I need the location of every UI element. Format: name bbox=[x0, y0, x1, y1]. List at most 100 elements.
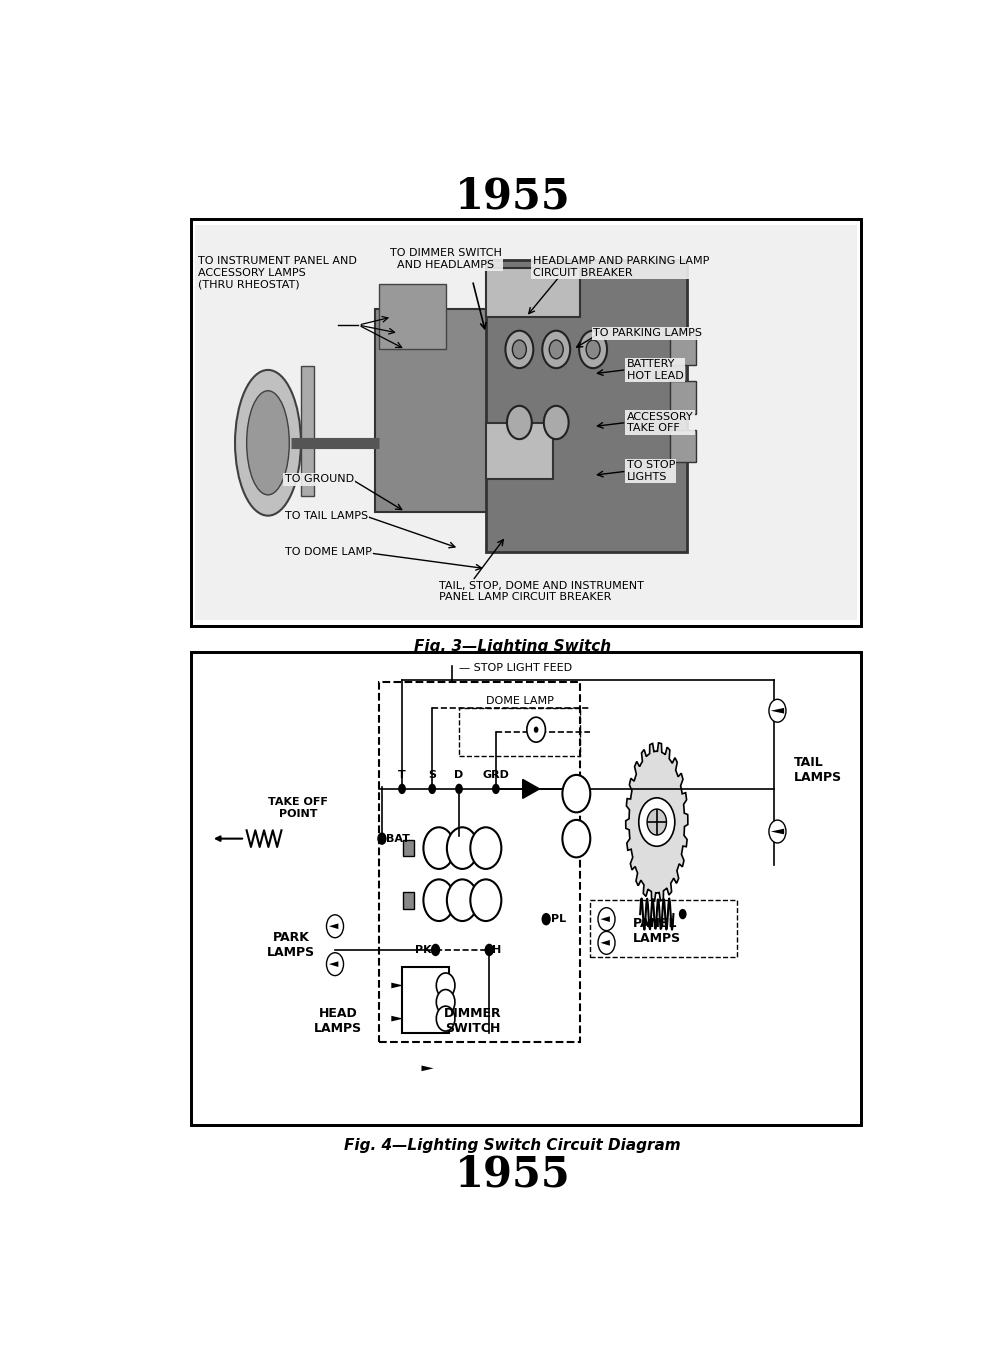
Text: HEADLAMP AND PARKING LAMP
CIRCUIT BREAKER: HEADLAMP AND PARKING LAMP CIRCUIT BREAKE… bbox=[533, 256, 709, 277]
Circle shape bbox=[534, 726, 538, 733]
Bar bbox=[191, 219, 861, 626]
Text: ACCESSORY
TAKE OFF: ACCESSORY TAKE OFF bbox=[627, 412, 693, 433]
Circle shape bbox=[544, 406, 569, 439]
Circle shape bbox=[505, 331, 533, 368]
Text: — STOP LIGHT FEED: — STOP LIGHT FEED bbox=[459, 662, 572, 673]
Circle shape bbox=[470, 827, 501, 869]
Bar bbox=[486, 268, 580, 316]
Circle shape bbox=[562, 775, 590, 813]
Text: T: T bbox=[398, 769, 406, 780]
Circle shape bbox=[423, 879, 454, 921]
Bar bbox=[402, 967, 449, 1033]
Polygon shape bbox=[523, 779, 539, 799]
Polygon shape bbox=[600, 917, 610, 922]
Text: TO DOME LAMP: TO DOME LAMP bbox=[285, 548, 372, 557]
Text: BAT: BAT bbox=[386, 834, 410, 844]
Polygon shape bbox=[329, 961, 338, 967]
Text: PL: PL bbox=[551, 914, 566, 925]
Bar bbox=[459, 708, 580, 756]
Text: TO INSTRUMENT PANEL AND
ACCESSORY LAMPS
(THRU RHEOSTAT): TO INSTRUMENT PANEL AND ACCESSORY LAMPS … bbox=[198, 256, 356, 289]
Polygon shape bbox=[600, 940, 610, 945]
Text: Fig. 3—Lighting Switch: Fig. 3—Lighting Switch bbox=[414, 639, 611, 654]
Ellipse shape bbox=[235, 370, 301, 515]
Ellipse shape bbox=[247, 391, 289, 495]
Circle shape bbox=[542, 331, 570, 368]
Polygon shape bbox=[626, 742, 688, 902]
Circle shape bbox=[579, 331, 607, 368]
Circle shape bbox=[447, 827, 478, 869]
Text: TO TAIL LAMPS: TO TAIL LAMPS bbox=[285, 511, 368, 521]
Circle shape bbox=[470, 879, 501, 921]
Circle shape bbox=[639, 798, 675, 846]
Text: TO STOP
LIGHTS: TO STOP LIGHTS bbox=[627, 461, 675, 483]
Circle shape bbox=[423, 827, 454, 869]
Circle shape bbox=[562, 819, 590, 857]
Circle shape bbox=[769, 699, 786, 722]
Circle shape bbox=[647, 808, 666, 836]
Bar bbox=[191, 652, 861, 1125]
Bar bbox=[375, 308, 496, 512]
Bar bbox=[590, 900, 737, 957]
Text: 1955: 1955 bbox=[455, 1153, 570, 1195]
Text: DOME LAMP: DOME LAMP bbox=[486, 696, 554, 706]
Text: TAIL
LAMPS: TAIL LAMPS bbox=[794, 756, 842, 784]
Polygon shape bbox=[329, 923, 338, 929]
Circle shape bbox=[398, 784, 406, 794]
Circle shape bbox=[598, 932, 615, 955]
Circle shape bbox=[542, 913, 551, 925]
Bar bbox=[670, 333, 696, 365]
Circle shape bbox=[598, 907, 615, 930]
Text: TO PARKING LAMPS: TO PARKING LAMPS bbox=[593, 329, 702, 338]
Bar bbox=[379, 683, 580, 1042]
Text: DIMMER
SWITCH: DIMMER SWITCH bbox=[444, 1007, 501, 1036]
Bar bbox=[670, 430, 696, 462]
Circle shape bbox=[436, 973, 455, 998]
Circle shape bbox=[455, 784, 463, 794]
Text: H: H bbox=[492, 945, 502, 955]
Bar bbox=[486, 422, 553, 480]
Text: Fig. 4—Lighting Switch Circuit Diagram: Fig. 4—Lighting Switch Circuit Diagram bbox=[344, 1137, 681, 1153]
Bar bbox=[403, 840, 414, 856]
Circle shape bbox=[679, 909, 687, 919]
Circle shape bbox=[326, 953, 344, 976]
Bar bbox=[191, 652, 861, 1125]
Circle shape bbox=[436, 990, 455, 1014]
Polygon shape bbox=[391, 983, 403, 988]
Polygon shape bbox=[391, 1015, 403, 1022]
Text: TO GROUND: TO GROUND bbox=[285, 475, 354, 484]
Text: GRD: GRD bbox=[482, 769, 509, 780]
Text: 1955: 1955 bbox=[455, 176, 570, 218]
Text: D: D bbox=[454, 769, 464, 780]
Circle shape bbox=[586, 341, 600, 358]
Circle shape bbox=[436, 1006, 455, 1032]
Text: BATTERY
HOT LEAD: BATTERY HOT LEAD bbox=[627, 358, 683, 380]
Bar bbox=[486, 260, 687, 553]
Polygon shape bbox=[421, 1065, 434, 1071]
Circle shape bbox=[549, 341, 563, 358]
Circle shape bbox=[527, 717, 545, 742]
Bar bbox=[191, 219, 861, 626]
Text: PK: PK bbox=[415, 945, 432, 955]
Text: TAIL, STOP, DOME AND INSTRUMENT
PANEL LAMP CIRCUIT BREAKER: TAIL, STOP, DOME AND INSTRUMENT PANEL LA… bbox=[439, 581, 644, 603]
Bar bbox=[301, 365, 314, 496]
Circle shape bbox=[507, 406, 532, 439]
Text: PARK
LAMPS: PARK LAMPS bbox=[267, 932, 315, 959]
Circle shape bbox=[377, 833, 387, 845]
Text: HEAD
LAMPS: HEAD LAMPS bbox=[314, 1007, 362, 1036]
Bar bbox=[195, 224, 857, 621]
Bar bbox=[670, 381, 696, 414]
Circle shape bbox=[326, 915, 344, 938]
Bar bbox=[403, 892, 414, 909]
Circle shape bbox=[485, 944, 494, 956]
Text: TAKE OFF
POINT: TAKE OFF POINT bbox=[268, 798, 328, 819]
Polygon shape bbox=[771, 829, 784, 834]
Circle shape bbox=[447, 879, 478, 921]
Circle shape bbox=[492, 784, 500, 794]
Circle shape bbox=[769, 821, 786, 844]
Text: S: S bbox=[428, 769, 436, 780]
Polygon shape bbox=[771, 708, 784, 714]
Circle shape bbox=[428, 784, 436, 794]
Text: PANEL
LAMPS: PANEL LAMPS bbox=[633, 917, 681, 945]
Circle shape bbox=[512, 341, 526, 358]
Bar bbox=[379, 284, 446, 349]
